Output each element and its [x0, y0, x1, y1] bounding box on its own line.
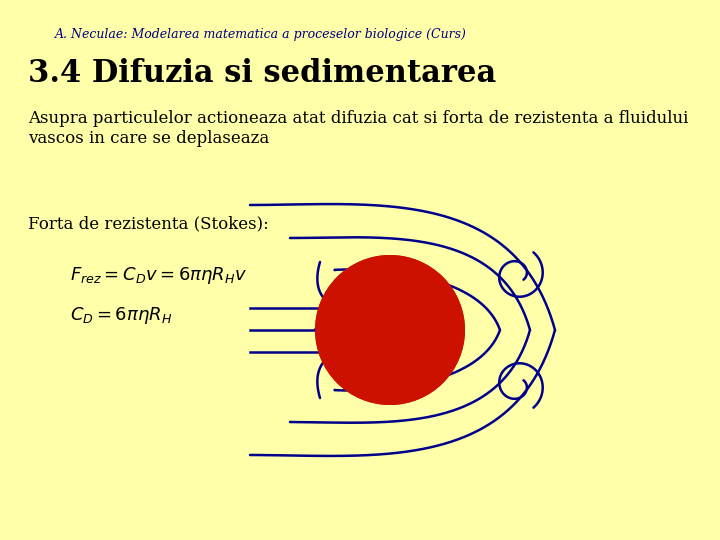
Text: Forta de rezistenta (Stokes):: Forta de rezistenta (Stokes):: [28, 215, 269, 232]
Text: $F_{rez} = C_D v = 6\pi\eta R_H v$: $F_{rez} = C_D v = 6\pi\eta R_H v$: [70, 265, 247, 286]
Text: A. Neculae: Modelarea matematica a proceselor biologice (Curs): A. Neculae: Modelarea matematica a proce…: [55, 28, 467, 41]
Text: 3.4 Difuzia si sedimentarea: 3.4 Difuzia si sedimentarea: [28, 58, 496, 89]
Text: $C_D = 6\pi\eta R_H$: $C_D = 6\pi\eta R_H$: [70, 305, 172, 326]
Circle shape: [315, 255, 465, 405]
Text: vascos in care se deplaseaza: vascos in care se deplaseaza: [28, 130, 269, 147]
Circle shape: [315, 255, 465, 405]
Text: Asupra particulelor actioneaza atat difuzia cat si forta de rezistenta a fluidul: Asupra particulelor actioneaza atat difu…: [28, 110, 688, 127]
